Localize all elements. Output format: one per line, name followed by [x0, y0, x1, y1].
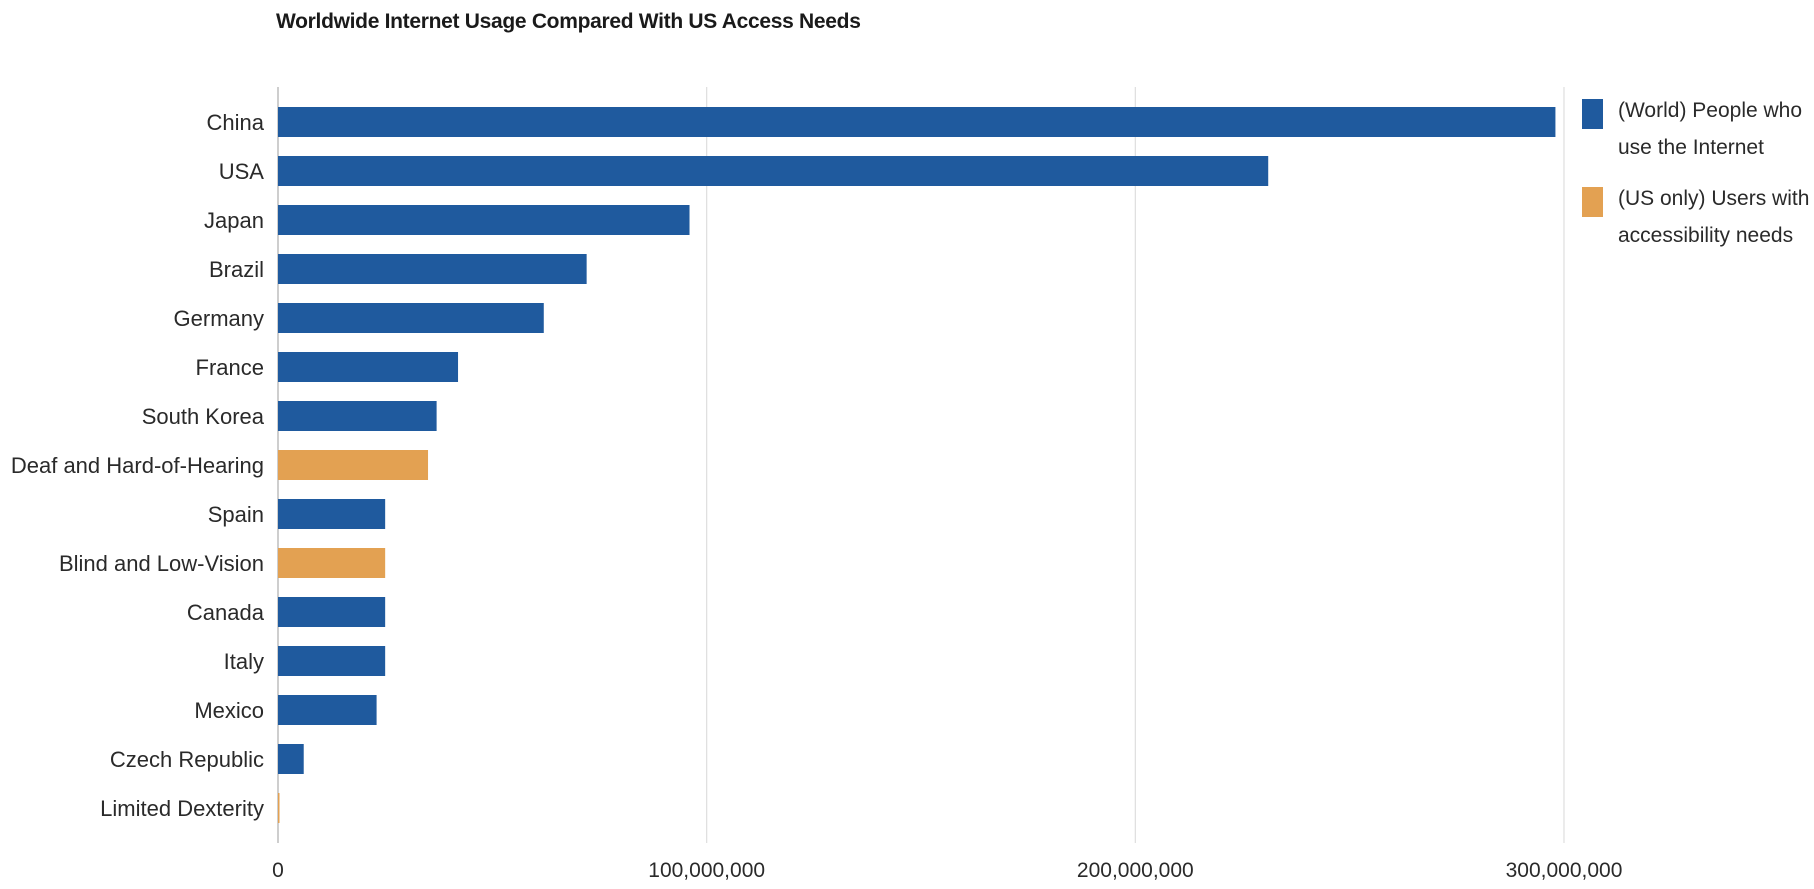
bar — [278, 793, 280, 823]
bar — [278, 646, 386, 676]
bar — [278, 352, 459, 382]
bar — [278, 450, 429, 480]
category-label: Deaf and Hard-of-Hearing — [11, 453, 264, 478]
category-label: China — [207, 110, 265, 135]
category-label: Spain — [208, 502, 264, 527]
legend-swatch-us — [1582, 187, 1603, 217]
chart-title: Worldwide Internet Usage Compared With U… — [276, 10, 861, 33]
legend-label-us: (US only) Users with accessibility needs — [1618, 187, 1810, 247]
bar — [278, 695, 377, 725]
category-label: USA — [219, 159, 265, 184]
x-tick-label: 200,000,000 — [1077, 859, 1194, 882]
x-axis-tick-labels: 0 100,000,000 200,000,000 300,000,000 — [272, 859, 1622, 882]
category-label: Czech Republic — [110, 747, 264, 772]
bar — [278, 401, 437, 431]
category-label: South Korea — [142, 404, 265, 429]
category-label: Blind and Low-Vision — [59, 551, 264, 576]
bar — [278, 303, 544, 333]
category-labels: China USA Japan Brazil Germany France South Ko… — [11, 110, 265, 821]
bars — [278, 107, 1556, 823]
category-label: France — [196, 355, 264, 380]
category-label: Brazil — [209, 257, 264, 282]
x-tick-label: 300,000,000 — [1506, 859, 1623, 882]
bar — [278, 548, 386, 578]
bar — [278, 499, 386, 529]
bar — [278, 254, 587, 284]
bar — [278, 205, 690, 235]
bar — [278, 597, 386, 627]
legend-swatch-world — [1582, 99, 1603, 129]
category-label: Italy — [224, 649, 264, 674]
legend: (World) People who use the Internet (US … — [1582, 92, 1814, 268]
gridlines — [277, 87, 1565, 843]
category-label: Canada — [187, 600, 265, 625]
bar — [278, 156, 1269, 186]
category-label: Japan — [204, 208, 264, 233]
x-tick-label: 0 — [272, 859, 284, 882]
category-label: Limited Dexterity — [100, 796, 264, 821]
category-label: Germany — [174, 306, 264, 331]
category-label: Mexico — [194, 698, 264, 723]
x-tick-label: 100,000,000 — [648, 859, 765, 882]
legend-item-us: (US only) Users with accessibility needs — [1582, 180, 1814, 254]
legend-label-world: (World) People who use the Internet — [1618, 99, 1803, 159]
bar — [278, 744, 304, 774]
legend-item-world: (World) People who use the Internet — [1582, 92, 1814, 166]
bar — [278, 107, 1556, 137]
